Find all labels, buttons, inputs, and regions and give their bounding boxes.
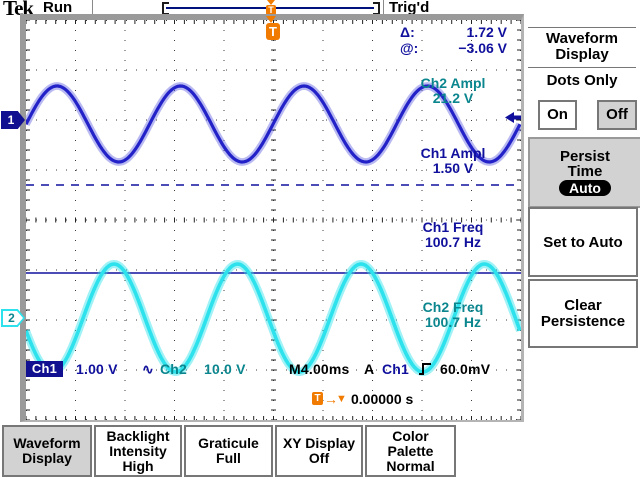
trigger-time-marker-icon: ▼ <box>336 393 347 405</box>
bottom-menu-item-xy-display[interactable]: XY Display Off <box>275 425 363 477</box>
ch2-label: Ch2 <box>160 361 188 377</box>
measurement-value: 100.7 Hz <box>424 314 482 330</box>
channel1-marker: 1 <box>1 111 25 129</box>
channel2-marker-label: 2 <box>3 311 23 325</box>
measurement-label: Ch2 Freq <box>422 299 484 315</box>
ch1-coupling-icon: ∿ <box>142 361 154 377</box>
acquisition-mode: A <box>364 361 375 377</box>
trigger-level-arrow-icon <box>505 112 521 123</box>
trigger-time-icon: T <box>312 392 323 405</box>
trigger-position-arrow-icon <box>266 16 276 23</box>
waveform-plot <box>26 20 521 420</box>
trigger-slope-icon <box>419 363 431 375</box>
cursor-delta-readout: Δ: 1.72 V <box>400 24 507 40</box>
bottom-menu-item-backlight-intensity[interactable]: Backlight Intensity High <box>94 425 182 477</box>
trigger-level-readout: 60.0mV <box>440 361 491 377</box>
measurement-ch1-freq: Ch1 Freq 100.7 Hz <box>398 220 508 250</box>
measurement-label: Ch1 Freq <box>422 219 484 235</box>
trigger-status: Trig'd <box>389 0 430 16</box>
measurement-ch2-ampl: Ch2 Ampl 21.2 V <box>398 76 508 106</box>
channel2-marker: 2 <box>1 309 25 327</box>
ch1-badge: Ch1 <box>26 361 63 377</box>
bottom-menu-item-graticule[interactable]: Graticule Full <box>184 425 273 477</box>
topbar-divider <box>383 0 384 20</box>
measurement-label: Ch1 Ampl <box>420 145 486 161</box>
clear-persistence-button[interactable]: Clear Persistence <box>528 279 638 348</box>
acquisition-status: Run <box>43 0 73 16</box>
cursor-at-label: @: <box>400 40 419 56</box>
trigger-time-arrow-icon: → <box>324 391 338 407</box>
cursor-at-readout: @: −3.06 V <box>400 40 507 56</box>
trigger-position-icon-small: T <box>266 5 276 15</box>
trigger-position-icon: T <box>266 23 280 40</box>
topbar-divider <box>92 0 93 19</box>
side-menu-title: Waveform Display <box>528 27 636 68</box>
cursor-delta-value: 1.72 V <box>466 24 507 40</box>
measurement-value: 100.7 Hz <box>424 234 482 250</box>
set-to-auto-button[interactable]: Set to Auto <box>528 207 638 277</box>
cursor-readout: Δ: 1.72 V @: −3.06 V <box>400 24 507 56</box>
bottom-menu-item-waveform-display[interactable]: Waveform Display <box>2 425 92 477</box>
timebase-readout: M4.00ms <box>289 361 350 377</box>
cursor-at-value: −3.06 V <box>458 40 507 56</box>
trigger-position-arrow-icon-small <box>267 0 275 5</box>
persist-time-auto-badge: Auto <box>559 180 611 196</box>
measurement-ch1-ampl: Ch1 Ampl 1.50 V <box>398 146 508 176</box>
measurement-ch2-freq: Ch2 Freq 100.7 Hz <box>398 300 508 330</box>
ch1-scale: 1.00 V <box>76 361 118 377</box>
ch2-scale: 10.0 V <box>204 361 246 377</box>
measurement-value: 1.50 V <box>432 160 474 176</box>
measurement-label: Ch2 Ampl <box>420 75 486 91</box>
dots-only-off-button[interactable]: Off <box>597 100 637 130</box>
persist-time-button[interactable]: Persist Time Auto <box>528 137 640 208</box>
dots-only-label: Dots Only <box>546 72 618 89</box>
measurement-value: 21.2 V <box>432 90 474 106</box>
trigger-time-value: 0.00000 s <box>351 391 414 407</box>
bottom-menu-item-color-palette[interactable]: Color Palette Normal <box>365 425 456 477</box>
dots-only-on-button[interactable]: On <box>538 100 577 130</box>
trigger-source: Ch1 <box>382 361 410 377</box>
persist-time-label: Persist Time <box>559 148 611 180</box>
cursor-delta-label: Δ: <box>400 24 415 40</box>
